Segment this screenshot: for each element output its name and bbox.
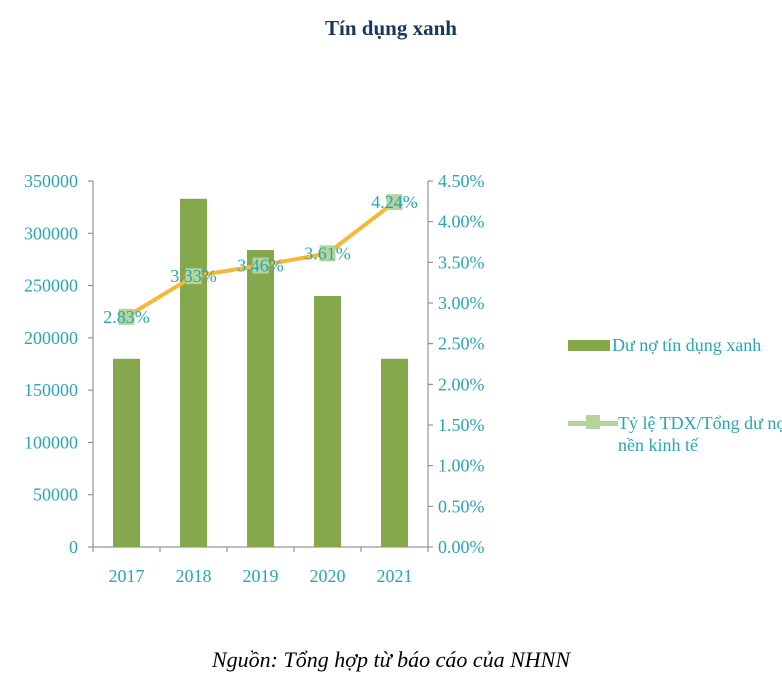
bar-2020	[314, 296, 341, 547]
y-left-tick-label: 350000	[24, 171, 78, 191]
chart-title: Tín dụng xanh	[325, 16, 457, 40]
y-left-tick-label: 200000	[24, 328, 78, 348]
legend-marker-swatch	[586, 415, 600, 429]
data-label-2017: 2.83%	[103, 307, 150, 327]
line-point-2020	[319, 245, 336, 262]
data-label-2019: 3.46%	[237, 256, 284, 276]
bar-2017	[113, 358, 140, 547]
data-label-2020: 3.61%	[304, 243, 351, 263]
source-note: Nguồn: Tổng hợp từ báo cáo của NHNN	[211, 647, 571, 672]
y-right-tick-label: 4.00%	[438, 212, 485, 232]
y-left-tick-label: 0	[69, 537, 78, 557]
y-left-tick-label: 150000	[24, 380, 78, 400]
y-right-tick-label: 0.00%	[438, 537, 485, 557]
line-point-2017	[118, 308, 135, 325]
y-right-tick-label: 0.50%	[438, 496, 485, 516]
combo-chart: 350000 300000 250000 200000 150000 100000 5000…	[24, 171, 485, 586]
y-left-tick-label: 100000	[24, 432, 78, 452]
y-left-tick-label: 250000	[24, 276, 78, 296]
bar-2019	[247, 250, 274, 547]
y-left-tick-label: 50000	[33, 485, 78, 505]
y-left-tick-label: 300000	[24, 223, 78, 243]
y-right-tick-label: 2.00%	[438, 374, 485, 394]
y-right-tick-label: 3.00%	[438, 293, 485, 313]
bar-2018	[180, 198, 207, 547]
legend-bar-swatch	[568, 340, 610, 351]
y-right-tick-label: 1.50%	[438, 415, 485, 435]
y-right-tick-label: 4.50%	[438, 171, 485, 191]
data-label-2021: 4.24%	[371, 192, 418, 212]
y-right-tick-label: 1.00%	[438, 456, 485, 476]
line-point-2021	[386, 194, 403, 211]
x-tick-label-2021: 2021	[377, 566, 413, 586]
legend-label-line: Tỷ lệ TDX/Tổng dư nợ nền kinh tế	[618, 413, 782, 455]
x-tick-label-2019: 2019	[243, 566, 279, 586]
data-label-2018: 3.33%	[170, 266, 217, 286]
x-tick-label-2020: 2020	[310, 566, 346, 586]
x-tick-label-2017: 2017	[109, 566, 145, 586]
line-point-2018	[185, 268, 202, 285]
legend-label-bar: Dư nợ tín dụng xanh	[612, 335, 762, 355]
y-right-tick-label: 3.50%	[438, 252, 485, 272]
line-point-2019	[252, 257, 269, 274]
bar-2021	[381, 358, 408, 547]
y-right-tick-label: 2.50%	[438, 334, 485, 354]
x-tick-label-2018: 2018	[176, 566, 212, 586]
